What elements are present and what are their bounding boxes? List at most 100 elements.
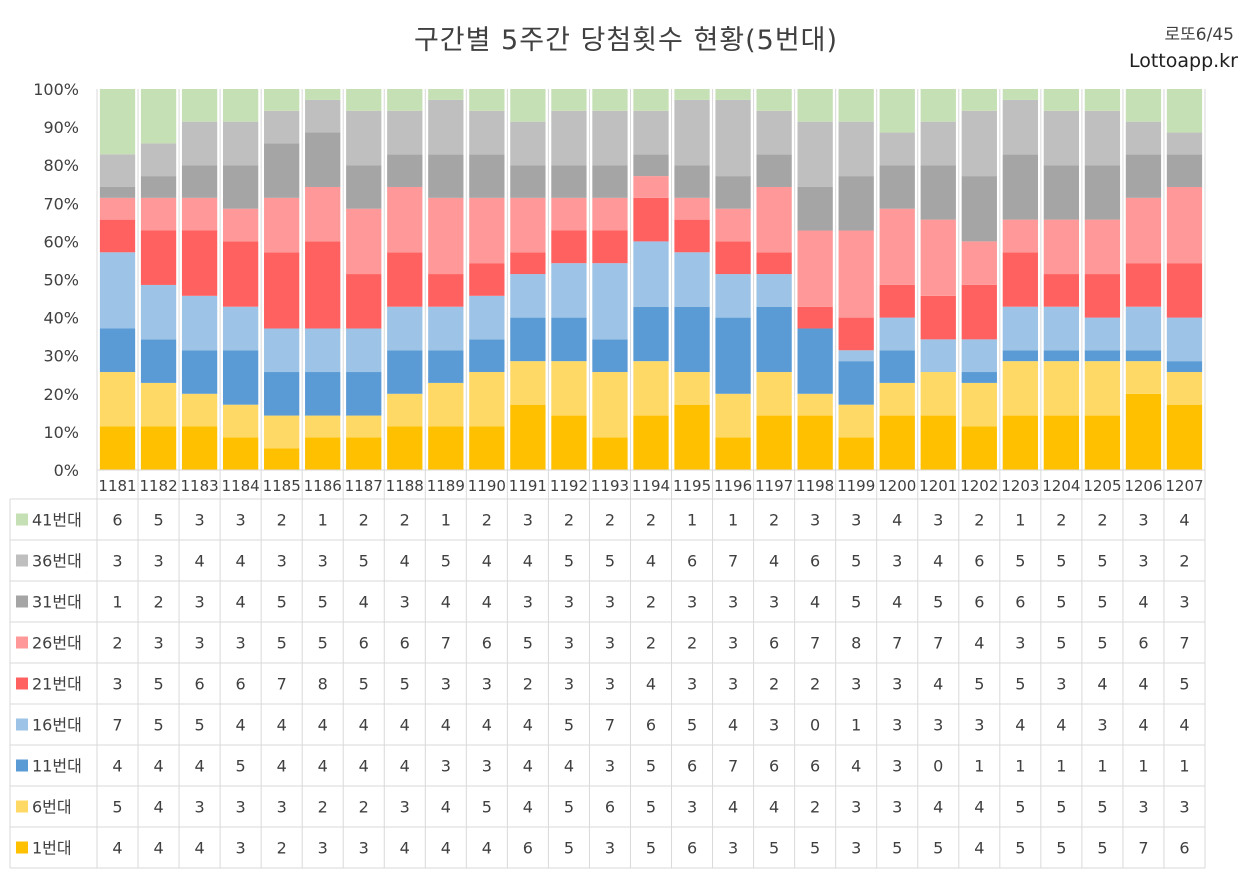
category-label-1199: 1199 xyxy=(837,477,875,495)
bar-segment-1191-6 xyxy=(510,165,546,198)
table-cell-1183: 4 xyxy=(194,757,204,776)
bar-segment-1184-4 xyxy=(222,241,259,307)
category-label-1187: 1187 xyxy=(345,477,383,495)
table-cell-1182: 5 xyxy=(153,716,163,735)
bar-segment-1195-3 xyxy=(674,252,710,307)
bar-segment-1192-2 xyxy=(551,317,587,362)
y-tick-label: 70% xyxy=(43,194,79,213)
table-cell-1191: 3 xyxy=(523,593,533,612)
bar-segment-1183-6 xyxy=(181,165,218,198)
table-cell-1202: 1 xyxy=(974,757,984,776)
bar-segment-1188-6 xyxy=(387,154,423,187)
table-cell-1185: 2 xyxy=(277,839,287,858)
category-label-1203: 1203 xyxy=(1001,477,1039,495)
table-cell-1181: 1 xyxy=(112,593,122,612)
table-cell-1194: 2 xyxy=(646,634,656,653)
category-label-1201: 1201 xyxy=(919,477,957,495)
bar-segment-1201-4 xyxy=(920,295,956,340)
bar-segment-1195-1 xyxy=(674,372,710,405)
table-cell-1199: 3 xyxy=(851,511,861,530)
bar-segment-1200-5 xyxy=(879,208,915,285)
table-cell-1185: 2 xyxy=(277,511,287,530)
bar-segment-1196-3 xyxy=(715,274,751,318)
y-axis: 0%10%20%30%40%50%60%70%80%90%100%1181 118… xyxy=(33,80,1206,499)
table-cell-1188: 5 xyxy=(400,675,410,694)
table-cell-1194: 5 xyxy=(646,757,656,776)
bar-segment-1191-3 xyxy=(510,274,546,318)
table-cell-1202: 6 xyxy=(974,552,984,571)
table-cell-1186: 3 xyxy=(318,552,328,571)
bar-segment-1198-1 xyxy=(797,393,833,416)
table-cell-1207: 3 xyxy=(1179,593,1189,612)
table-cell-1186: 1 xyxy=(318,511,328,530)
table-cell-1200: 3 xyxy=(892,716,902,735)
bar-segment-1197-2 xyxy=(756,306,792,373)
table-cell-1183: 3 xyxy=(194,593,204,612)
y-tick-label: 60% xyxy=(43,232,79,251)
table-cell-1207: 2 xyxy=(1179,552,1189,571)
bar-segment-1201-5 xyxy=(920,219,956,296)
table-cell-1192: 2 xyxy=(564,511,574,530)
bar-segment-1203-7 xyxy=(1002,99,1038,155)
bar-segment-1190-8 xyxy=(469,89,505,111)
table-cell-1207: 4 xyxy=(1179,511,1189,530)
bar-segment-1202-3 xyxy=(961,339,997,373)
bar-segment-1181-8 xyxy=(99,89,136,155)
bar-segment-1202-6 xyxy=(961,176,997,242)
table-cell-1190: 4 xyxy=(482,839,492,858)
table-cell-1195: 3 xyxy=(687,675,697,694)
bar-segment-1181-1 xyxy=(99,372,136,427)
table-cell-1182: 3 xyxy=(153,552,163,571)
bar-segment-1194-6 xyxy=(633,154,669,177)
table-cell-1203: 4 xyxy=(1015,716,1025,735)
table-cell-1181: 3 xyxy=(112,675,122,694)
table-cell-1192: 5 xyxy=(564,798,574,817)
category-label-1191: 1191 xyxy=(509,477,547,495)
bar-segment-1184-6 xyxy=(222,165,259,209)
table-cell-1182: 3 xyxy=(153,634,163,653)
table-cell-1184: 5 xyxy=(236,757,246,776)
bar-segment-1191-2 xyxy=(510,317,546,362)
table-cell-1205: 5 xyxy=(1097,634,1107,653)
table-cell-1191: 4 xyxy=(523,552,533,571)
bar-segment-1206-6 xyxy=(1125,154,1162,198)
table-cell-1182: 5 xyxy=(153,675,163,694)
table-cell-1201: 0 xyxy=(933,757,943,776)
bar-segment-1184-8 xyxy=(222,89,259,122)
table-cell-1191: 4 xyxy=(523,757,533,776)
table-cell-1195: 1 xyxy=(687,511,697,530)
category-label-1194: 1194 xyxy=(632,477,670,495)
bar-segment-1192-1 xyxy=(551,361,587,416)
table-cell-1204: 5 xyxy=(1056,798,1066,817)
bar-segment-1198-6 xyxy=(797,186,833,231)
table-cell-1204: 5 xyxy=(1056,552,1066,571)
category-label-1193: 1193 xyxy=(591,477,629,495)
bar-segment-1190-6 xyxy=(469,154,505,198)
bar-segment-1198-0 xyxy=(797,415,833,470)
bar-segment-1181-5 xyxy=(99,197,136,220)
bar-segment-1191-5 xyxy=(510,197,546,253)
bar-segment-1199-7 xyxy=(838,121,874,177)
chart-title: 구간별 5주간 당첨횟수 현황(5번대) xyxy=(413,25,839,56)
table-cell-1187: 4 xyxy=(359,716,369,735)
table-cell-1197: 6 xyxy=(769,634,779,653)
bar-segment-1193-3 xyxy=(592,263,628,340)
table-cell-1194: 2 xyxy=(646,593,656,612)
table-cell-1200: 4 xyxy=(892,511,902,530)
bar-segment-1187-1 xyxy=(346,415,382,438)
bar-segment-1189-4 xyxy=(428,274,464,307)
bar-segment-1181-6 xyxy=(99,186,136,198)
y-tick-label: 80% xyxy=(43,156,79,175)
bar-segment-1199-0 xyxy=(838,437,874,470)
bar-segment-1193-5 xyxy=(592,197,628,231)
table-cell-1188: 4 xyxy=(400,757,410,776)
category-label-1182: 1182 xyxy=(139,477,177,495)
bar-segment-1194-8 xyxy=(633,89,669,111)
bar-segment-1207-6 xyxy=(1166,154,1203,187)
table-cell-1186: 5 xyxy=(318,634,328,653)
table-cell-1193: 2 xyxy=(605,511,615,530)
table-cell-1192: 3 xyxy=(564,675,574,694)
bar-segment-1191-7 xyxy=(510,121,546,166)
table-cell-1189: 4 xyxy=(441,839,451,858)
brand-site-label: Lottoapp.kr xyxy=(1128,50,1238,72)
